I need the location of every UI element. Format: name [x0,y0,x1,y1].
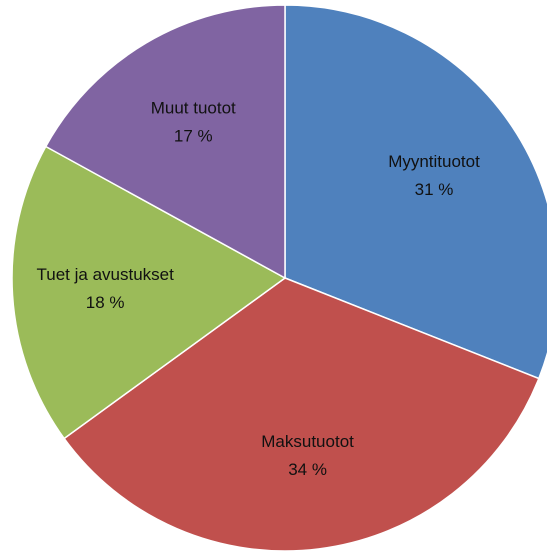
slice-value-label: 34 % [288,460,327,479]
slice-label: Muut tuotot [151,98,236,117]
slice-label: Tuet ja avustukset [37,265,175,284]
pie-slice [44,4,286,280]
slice-value-label: 18 % [86,293,125,312]
slice-value-label: 31 % [415,180,454,199]
pie-slice [11,145,287,440]
pie-slice [284,4,547,380]
slice-label: Myyntituotot [388,152,480,171]
pie-slice [63,277,540,552]
slice-value-label: 17 % [174,126,213,145]
slice-label: Maksutuotot [261,432,354,451]
